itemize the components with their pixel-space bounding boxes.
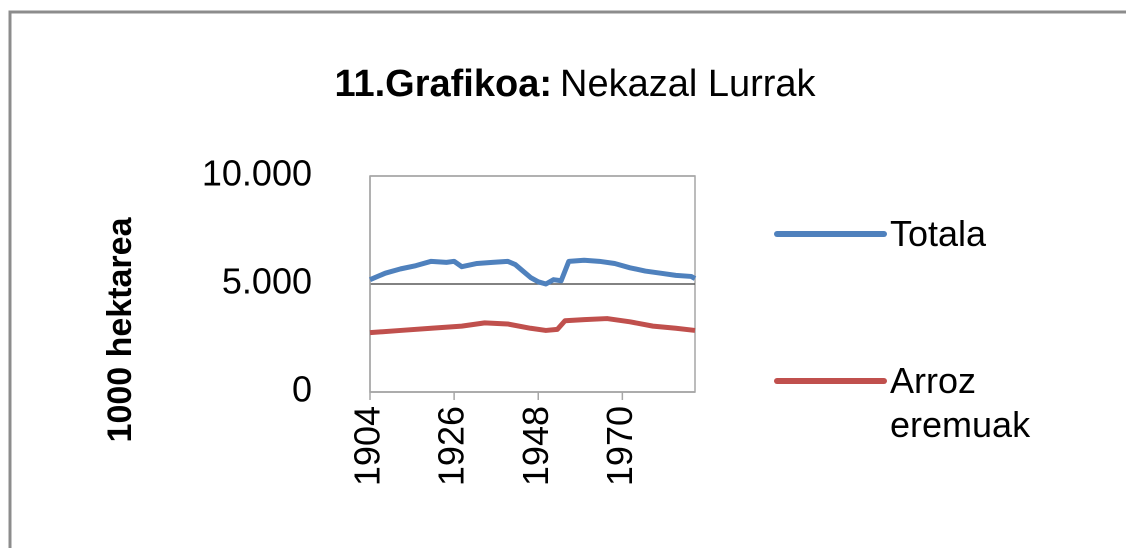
chart-title: 11.Grafikoa: Nekazal Lurrak — [334, 63, 816, 105]
y-axis-label: 1000 hektarea — [101, 216, 139, 442]
legend-label: Arroz eremuak — [890, 360, 1031, 445]
x-tick-label: 1926 — [431, 406, 472, 486]
x-tick-label: 1970 — [599, 406, 640, 486]
title-bold: 11.Grafikoa: — [334, 63, 552, 105]
legend-label: Totala — [890, 213, 987, 254]
y-tick-label: 5.000 — [222, 261, 312, 302]
series-line — [369, 316, 696, 336]
x-tick-label: 1904 — [347, 406, 388, 486]
series-line — [369, 257, 697, 287]
chart-frame — [8, 10, 1126, 548]
y-tick-label: 10.000 — [202, 153, 312, 194]
x-tick-label: 1948 — [515, 406, 556, 486]
y-tick-label: 0 — [292, 369, 312, 410]
title-rest: Nekazal Lurrak — [560, 63, 817, 105]
